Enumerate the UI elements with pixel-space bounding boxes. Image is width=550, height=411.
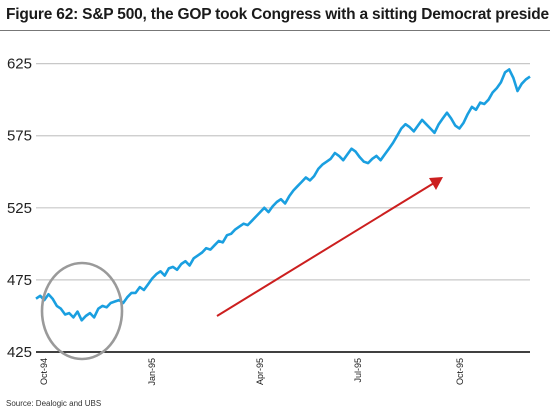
x-axis-ticks: Oct-94 Jan-95 Apr-95 Jul-95 Oct-95: [39, 358, 465, 386]
series-layer: [35, 68, 531, 322]
x-tick-group: Apr-95: [255, 358, 265, 385]
x-tick-group: Jul-95: [353, 358, 363, 383]
source-note: Source: Dealogic and UBS: [6, 399, 102, 408]
x-tick-label: Jul-95: [353, 358, 363, 383]
y-tick-label: 475: [7, 272, 32, 289]
series-line-sp500: [35, 68, 531, 322]
y-tick-label: 625: [7, 56, 32, 73]
annotations: [40, 177, 443, 361]
title-divider: [0, 30, 550, 31]
x-tick-label: Oct-95: [455, 358, 465, 385]
x-tick-label: Apr-95: [255, 358, 265, 385]
x-tick-label: Jan-95: [147, 358, 157, 386]
y-axis-ticks: 425 475 525 575 625: [7, 56, 32, 361]
x-tick-group: Jan-95: [147, 358, 157, 386]
chart-title: Figure 62: S&P 500, the GOP took Congres…: [6, 6, 550, 23]
y-tick-label: 575: [7, 128, 32, 145]
highlight-circle: [40, 261, 124, 361]
x-tick-label: Oct-94: [39, 358, 49, 385]
y-tick-label: 525: [7, 200, 32, 217]
x-tick-group: Oct-94: [39, 358, 49, 385]
gridlines: [36, 63, 530, 281]
y-tick-label: 425: [7, 344, 32, 361]
trend-arrow-head: [429, 177, 443, 190]
trend-arrow-shaft: [216, 182, 435, 317]
x-tick-group: Oct-95: [455, 358, 465, 385]
